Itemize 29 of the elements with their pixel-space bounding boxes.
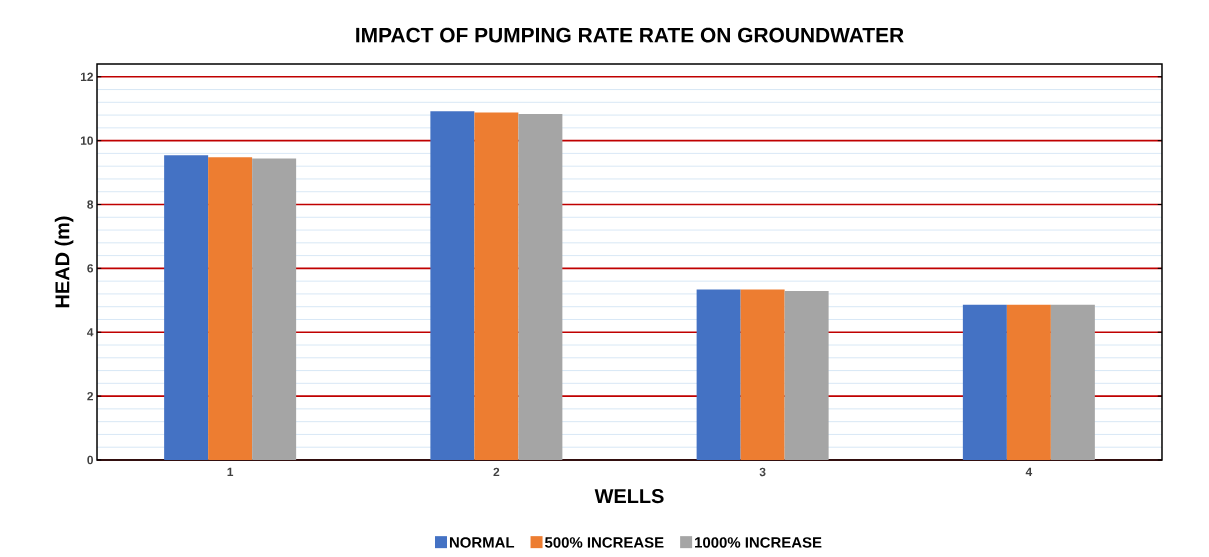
y-tick-label: 10 bbox=[80, 136, 93, 145]
bar bbox=[1006, 304, 1051, 460]
bar bbox=[696, 289, 741, 460]
bar bbox=[962, 304, 1007, 460]
y-tick-label: 8 bbox=[87, 200, 94, 209]
bar bbox=[252, 158, 297, 460]
y-tick-label: 4 bbox=[87, 328, 94, 337]
bar bbox=[474, 112, 519, 460]
x-axis-title: WELLS bbox=[594, 489, 664, 504]
y-axis-title: HEAD (m) bbox=[54, 216, 74, 308]
x-tick-label: 4 bbox=[1025, 467, 1033, 476]
x-tick-label: 2 bbox=[493, 467, 500, 477]
y-tick-label: 2 bbox=[87, 391, 94, 401]
legend-label: NORMAL bbox=[449, 537, 515, 548]
bar bbox=[208, 157, 253, 460]
x-tick-label: 3 bbox=[759, 467, 766, 477]
y-tick-label: 0 bbox=[87, 455, 93, 465]
x-tick-label: 1 bbox=[227, 467, 234, 476]
bar bbox=[164, 155, 209, 460]
bar bbox=[740, 289, 785, 460]
bar bbox=[430, 111, 475, 460]
y-tick-label: 12 bbox=[80, 72, 94, 81]
bar bbox=[1050, 304, 1095, 460]
bar bbox=[784, 291, 829, 460]
chart-title: IMPACT OF PUMPING RATE RATE ON GROUNDWATER bbox=[356, 27, 904, 43]
y-tick-label: 6 bbox=[87, 264, 94, 273]
legend-label: 1000% INCREASE bbox=[695, 537, 822, 548]
legend-label: 500% INCREASE bbox=[544, 537, 664, 548]
bar bbox=[518, 114, 563, 460]
